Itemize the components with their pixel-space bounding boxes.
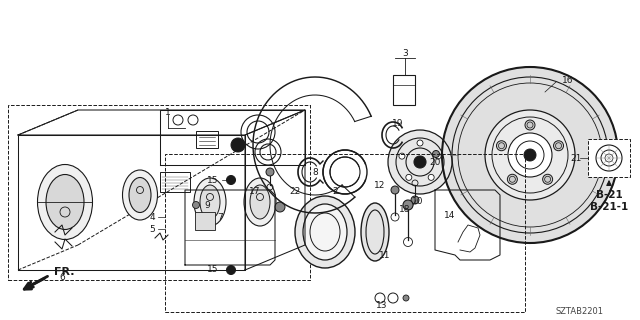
Circle shape (414, 156, 426, 168)
Ellipse shape (129, 178, 151, 212)
Ellipse shape (46, 174, 84, 229)
Text: 11: 11 (380, 251, 391, 260)
Text: 4: 4 (149, 212, 155, 221)
Ellipse shape (122, 170, 157, 220)
Circle shape (417, 140, 423, 146)
Text: B-21-1: B-21-1 (590, 202, 628, 212)
Circle shape (442, 67, 618, 243)
Text: 3: 3 (402, 49, 408, 58)
Text: 22: 22 (289, 188, 301, 196)
Text: 9: 9 (204, 201, 210, 210)
Bar (588, 139, 630, 177)
Text: 1: 1 (165, 108, 171, 116)
Circle shape (266, 168, 274, 176)
Text: 18: 18 (399, 205, 411, 214)
Text: SZTAB2201: SZTAB2201 (556, 308, 604, 316)
Circle shape (275, 202, 285, 212)
Circle shape (403, 200, 413, 210)
Circle shape (231, 138, 245, 152)
Text: 16: 16 (563, 76, 573, 84)
Text: 10: 10 (412, 197, 424, 206)
Bar (8, 105, 310, 280)
Ellipse shape (295, 196, 355, 268)
Circle shape (227, 175, 236, 185)
Text: 12: 12 (374, 180, 386, 189)
Circle shape (227, 266, 236, 275)
Circle shape (399, 153, 405, 159)
Ellipse shape (361, 203, 389, 261)
Bar (165, 154, 525, 312)
Circle shape (485, 110, 575, 200)
Circle shape (508, 174, 517, 184)
Circle shape (193, 202, 200, 209)
Circle shape (319, 203, 327, 211)
Text: 15: 15 (207, 266, 218, 275)
Circle shape (435, 153, 441, 159)
Text: 5: 5 (149, 225, 155, 234)
Bar (393, 75, 415, 105)
Circle shape (543, 174, 552, 184)
Circle shape (388, 130, 452, 194)
Text: 21: 21 (570, 154, 582, 163)
Text: 2: 2 (332, 188, 338, 196)
Text: 13: 13 (376, 301, 388, 310)
Text: B-21: B-21 (596, 190, 622, 200)
Text: FR.: FR. (54, 267, 74, 277)
Circle shape (428, 174, 434, 180)
Ellipse shape (303, 204, 347, 260)
Circle shape (433, 150, 440, 157)
Text: 7: 7 (217, 212, 223, 221)
Circle shape (406, 174, 412, 180)
Circle shape (497, 141, 506, 151)
Ellipse shape (244, 178, 276, 226)
Text: 6: 6 (59, 274, 65, 283)
Text: 17: 17 (249, 188, 260, 196)
Circle shape (525, 120, 535, 130)
Text: 8: 8 (312, 167, 318, 177)
Circle shape (524, 149, 536, 161)
Circle shape (411, 196, 419, 204)
Circle shape (391, 186, 399, 194)
Text: 19: 19 (392, 118, 404, 127)
Text: 15: 15 (207, 175, 218, 185)
Bar (160, 172, 190, 192)
Bar (195, 212, 215, 230)
Bar (196, 131, 218, 148)
Circle shape (403, 295, 409, 301)
Ellipse shape (200, 185, 220, 219)
Ellipse shape (194, 178, 226, 226)
Circle shape (554, 141, 564, 151)
Ellipse shape (38, 164, 93, 239)
Text: 14: 14 (444, 211, 456, 220)
Ellipse shape (250, 185, 270, 219)
Circle shape (508, 133, 552, 177)
Text: 20: 20 (429, 157, 441, 166)
